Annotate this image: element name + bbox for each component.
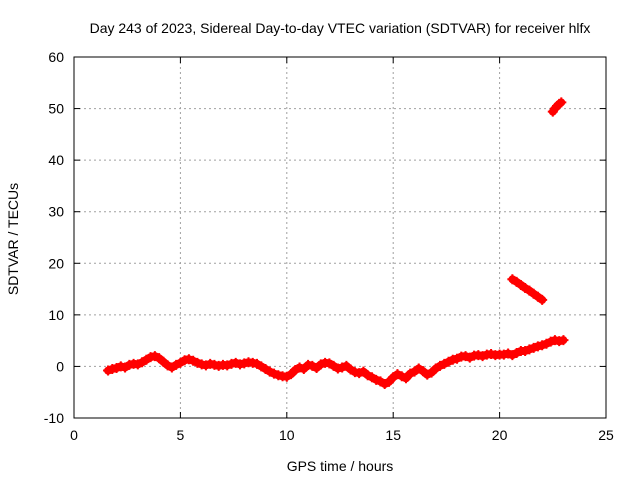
data-point <box>537 294 548 305</box>
x-axis-label: GPS time / hours <box>287 458 394 474</box>
data-series <box>103 97 569 389</box>
y-tick-label: 40 <box>48 152 64 168</box>
x-tick-label: 15 <box>385 427 401 443</box>
y-tick-label: 10 <box>48 307 64 323</box>
plot-frame <box>73 56 607 419</box>
x-tick-label: 10 <box>279 427 295 443</box>
data-series-group <box>103 335 569 389</box>
y-tick-label: 60 <box>48 49 64 65</box>
data-series-group <box>547 97 567 117</box>
y-tick-label: 0 <box>56 358 64 374</box>
axis-ticks <box>73 56 607 419</box>
x-tick-label: 5 <box>177 427 185 443</box>
data-series-group <box>507 274 548 305</box>
y-tick-label: 20 <box>48 255 64 271</box>
y-tick-label: -10 <box>44 410 64 426</box>
y-tick-labels: -10 0 10 20 30 40 50 60 <box>44 49 64 426</box>
y-tick-label: 30 <box>48 204 64 220</box>
grid-lines <box>74 57 606 418</box>
chart-title: Day 243 of 2023, Sidereal Day-to-day VTE… <box>90 20 591 36</box>
x-tick-label: 25 <box>598 427 614 443</box>
x-tick-label: 20 <box>492 427 508 443</box>
y-axis-label: SDTVAR / TECUs <box>5 183 21 295</box>
y-tick-label: 50 <box>48 101 64 117</box>
data-point <box>556 97 567 108</box>
data-point <box>558 335 569 346</box>
x-tick-label: 0 <box>70 427 78 443</box>
data-point <box>554 98 565 109</box>
x-tick-labels: 0 5 10 15 20 25 <box>70 427 614 443</box>
